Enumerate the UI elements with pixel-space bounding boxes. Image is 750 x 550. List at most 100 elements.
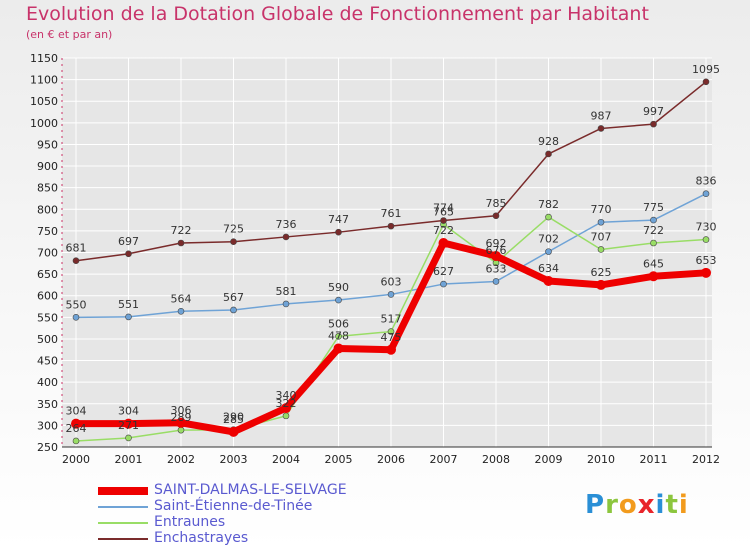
data-label: 836	[696, 175, 717, 188]
data-point	[177, 426, 185, 434]
data-label: 722	[433, 224, 454, 237]
data-label: 306	[171, 404, 192, 417]
data-point	[545, 150, 552, 158]
legend-label: Saint-Étienne-de-Tinée	[154, 498, 313, 514]
y-tick-label: 550	[37, 311, 58, 324]
data-label: 736	[276, 218, 297, 231]
y-tick-label: 850	[37, 182, 58, 195]
data-point	[177, 239, 185, 247]
data-label: 653	[696, 254, 717, 267]
y-tick-label: 400	[37, 376, 58, 389]
x-tick-label: 2003	[220, 453, 248, 466]
data-point	[492, 278, 500, 285]
data-label: 289	[171, 411, 192, 424]
data-point	[702, 78, 710, 86]
data-label: 475	[381, 331, 402, 344]
y-tick-label: 700	[37, 247, 58, 260]
data-point	[597, 125, 605, 132]
data-point	[125, 313, 132, 321]
data-point	[177, 307, 185, 315]
y-tick-label: 900	[37, 160, 58, 173]
data-point	[335, 296, 342, 304]
y-tick-label: 650	[37, 268, 58, 281]
data-label: 285	[223, 413, 244, 426]
data-point	[597, 218, 605, 226]
data-label: 506	[328, 317, 349, 330]
data-point	[335, 333, 342, 340]
data-point	[545, 248, 552, 255]
data-label: 761	[381, 207, 402, 220]
data-label: 627	[433, 265, 454, 278]
data-label: 290	[223, 411, 244, 424]
data-label: 551	[118, 298, 139, 311]
data-point	[125, 250, 132, 258]
y-tick-label: 500	[37, 333, 58, 346]
data-label: 517	[381, 313, 402, 326]
data-point	[230, 306, 237, 314]
data-point	[702, 190, 710, 198]
data-point	[543, 276, 554, 287]
data-point	[71, 418, 81, 429]
x-tick-label: 2008	[482, 453, 510, 466]
x-tick-label: 2004	[272, 453, 300, 466]
data-point	[386, 344, 396, 355]
data-label: 747	[328, 213, 349, 226]
data-point	[125, 434, 132, 442]
legend-swatch	[98, 522, 148, 524]
data-label: 775	[643, 201, 664, 214]
data-label: 782	[538, 198, 559, 211]
data-label: 785	[486, 197, 507, 210]
brand-letter: i	[655, 490, 666, 520]
data-label: 581	[276, 285, 297, 298]
data-point	[282, 233, 290, 241]
data-label: 340	[276, 389, 297, 402]
data-point	[228, 426, 239, 437]
data-point	[333, 343, 344, 354]
legend-label: Enchastrayes	[154, 530, 249, 546]
data-label: 271	[118, 419, 139, 432]
y-tick-label: 350	[37, 398, 58, 411]
data-label: 987	[591, 109, 612, 122]
data-label: 928	[538, 135, 559, 148]
data-point	[335, 228, 342, 236]
data-point	[387, 291, 395, 298]
data-point	[72, 257, 80, 265]
data-point	[282, 300, 290, 308]
data-label: 322	[276, 397, 297, 410]
data-point	[650, 120, 657, 128]
data-label: 692	[486, 237, 507, 250]
y-tick-label: 250	[37, 441, 58, 454]
data-point	[387, 328, 395, 335]
data-label: 722	[643, 224, 664, 237]
data-point	[492, 212, 500, 220]
data-label: 707	[591, 230, 612, 243]
data-point	[230, 238, 237, 245]
y-tick-label: 1000	[30, 117, 58, 130]
data-label: 625	[591, 266, 612, 279]
data-label: 567	[223, 291, 244, 304]
data-label: 765	[433, 205, 454, 218]
legend-label: SAINT-DALMAS-LE-SELVAGE	[154, 482, 347, 498]
data-point	[72, 314, 80, 321]
data-label: 676	[486, 244, 507, 257]
data-label: 770	[591, 203, 612, 216]
data-point	[440, 280, 447, 288]
data-point	[702, 236, 710, 243]
data-point	[701, 267, 711, 278]
data-point	[491, 250, 501, 261]
data-point	[72, 437, 80, 445]
data-label: 304	[66, 405, 87, 418]
y-tick-label: 750	[37, 225, 58, 238]
data-point	[596, 279, 606, 290]
brand-letter: x	[637, 490, 656, 520]
x-tick-label: 2011	[640, 453, 668, 466]
data-point	[440, 217, 447, 224]
y-tick-label: 1100	[30, 74, 58, 87]
data-label: 564	[171, 292, 192, 305]
chart-subtitle: (en € et par an)	[26, 28, 113, 41]
data-label: 633	[486, 262, 507, 275]
data-label: 590	[328, 281, 349, 294]
data-label: 550	[66, 298, 87, 311]
